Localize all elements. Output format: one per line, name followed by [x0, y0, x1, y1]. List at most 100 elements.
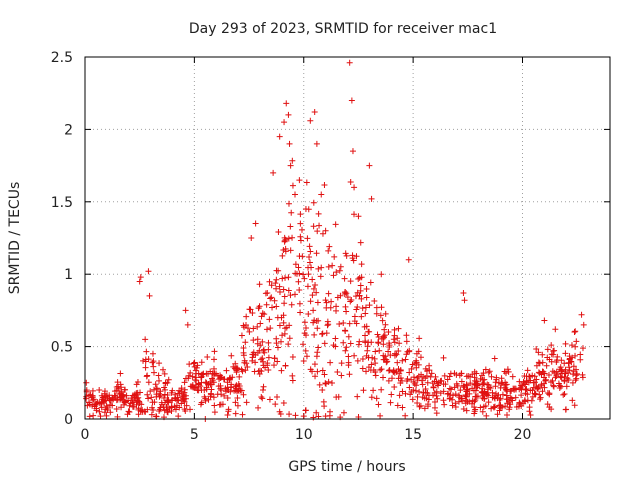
- data-point: [362, 304, 369, 311]
- data-point: [363, 285, 370, 292]
- data-point: [422, 365, 429, 372]
- data-point: [274, 393, 281, 400]
- data-point: [292, 191, 298, 198]
- data-point: [572, 377, 579, 384]
- data-point: [548, 351, 555, 358]
- data-point: [571, 328, 578, 335]
- data-point: [300, 271, 307, 278]
- data-point: [432, 373, 439, 380]
- data-point: [459, 398, 466, 405]
- data-point: [346, 371, 353, 378]
- data-point: [319, 367, 326, 374]
- data-point: [102, 393, 109, 400]
- data-point: [279, 252, 286, 259]
- data-point: [544, 401, 551, 408]
- data-point: [377, 312, 384, 319]
- data-point: [492, 390, 499, 397]
- data-point: [286, 322, 293, 329]
- data-point: [139, 408, 146, 415]
- data-point: [288, 301, 295, 308]
- data-point: [193, 370, 200, 377]
- data-point: [211, 348, 218, 355]
- data-point: [267, 325, 274, 332]
- data-point: [516, 378, 523, 385]
- data-point: [318, 264, 325, 271]
- data-point: [399, 404, 406, 411]
- data-point: [224, 411, 231, 418]
- data-point: [454, 382, 461, 389]
- data-point: [238, 332, 245, 339]
- data-point: [343, 344, 350, 351]
- data-point: [499, 391, 506, 398]
- data-point: [232, 399, 239, 406]
- data-point: [498, 380, 505, 387]
- data-point: [501, 368, 508, 375]
- data-point: [359, 355, 366, 362]
- data-point: [334, 368, 341, 375]
- data-point: [255, 305, 262, 312]
- data-point: [244, 364, 251, 371]
- data-point: [503, 381, 510, 388]
- data-point: [307, 117, 314, 124]
- data-point: [210, 379, 217, 386]
- data-point: [171, 394, 178, 401]
- data-point: [175, 413, 182, 420]
- data-point: [279, 275, 286, 282]
- y-tick-label: 2: [64, 122, 73, 138]
- data-point: [536, 370, 543, 377]
- data-point: [316, 381, 323, 388]
- data-point: [295, 278, 302, 285]
- data-point: [103, 412, 110, 419]
- data-point: [285, 274, 292, 281]
- data-point: [214, 372, 221, 379]
- data-point: [235, 381, 242, 388]
- chart-title: Day 293 of 2023, SRMTID for receiver mac…: [189, 21, 497, 37]
- data-point: [190, 360, 197, 367]
- data-point: [404, 348, 411, 355]
- data-point: [198, 399, 205, 406]
- data-point: [313, 289, 320, 296]
- data-point: [433, 410, 440, 417]
- data-point: [577, 356, 584, 363]
- data-point: [217, 401, 224, 408]
- data-point: [233, 364, 240, 371]
- data-point: [126, 402, 133, 409]
- data-point: [341, 327, 348, 334]
- data-point: [408, 365, 415, 372]
- data-point: [563, 383, 570, 390]
- data-point: [543, 362, 550, 369]
- data-point: [580, 321, 587, 328]
- data-point: [361, 323, 368, 330]
- data-point: [297, 233, 304, 240]
- data-point: [357, 239, 364, 246]
- data-point: [351, 352, 358, 359]
- data-point: [450, 392, 457, 399]
- data-point: [240, 391, 247, 398]
- data-point: [371, 298, 378, 305]
- data-point: [151, 369, 158, 376]
- data-point: [153, 413, 160, 420]
- data-point: [570, 371, 577, 378]
- data-point: [211, 365, 218, 372]
- data-point: [312, 282, 319, 289]
- data-point: [297, 220, 304, 227]
- data-point: [368, 394, 375, 401]
- y-tick-label: 2.5: [51, 50, 73, 66]
- data-point: [152, 381, 159, 388]
- data-point: [485, 399, 492, 406]
- data-point: [259, 395, 266, 402]
- data-point: [120, 393, 127, 400]
- data-point: [123, 392, 130, 399]
- data-point: [434, 395, 441, 402]
- data-point: [571, 402, 578, 409]
- data-point: [289, 377, 296, 384]
- data-point: [243, 360, 250, 367]
- data-point: [498, 404, 505, 411]
- data-point: [378, 366, 385, 373]
- data-point: [368, 195, 375, 202]
- data-point: [537, 394, 544, 401]
- data-point: [491, 355, 498, 362]
- data-point: [163, 404, 170, 411]
- data-point: [469, 397, 476, 404]
- data-point: [164, 392, 171, 399]
